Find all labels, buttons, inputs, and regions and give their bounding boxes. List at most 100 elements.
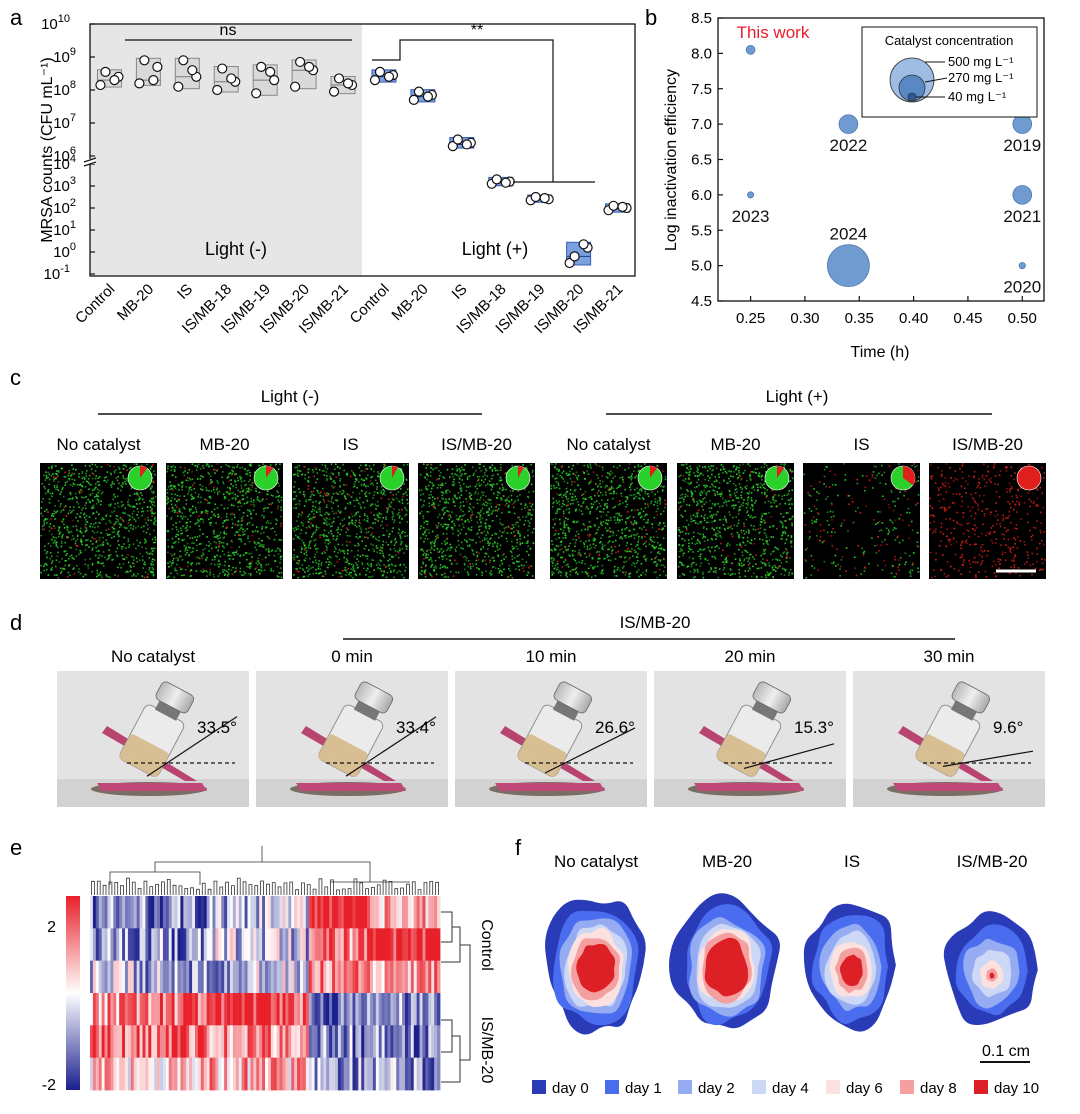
heatmap-cell [329,1057,333,1091]
heatmap-cell [279,1057,283,1091]
panel-label-f: f [515,835,522,860]
heatmap-cell [148,1025,152,1059]
heatmap-cell [340,1057,345,1091]
heatmap-cell [410,1025,415,1059]
axis-break [83,157,97,167]
heatmap-cell [247,1057,251,1091]
heatmap-cell [332,1057,336,1091]
data-point [304,61,315,73]
heatmap-cell [244,1025,248,1059]
heatmap-cell [90,1025,94,1059]
heatmap-cell [177,960,181,994]
heatmap-cell [195,1057,199,1091]
heatmap-cell [212,928,216,962]
vial-neck [353,698,381,721]
micrograph-label: MB-20 [199,435,249,454]
panel-label-d: d [10,610,22,635]
vial-neck [154,698,182,721]
heatmap-cell [428,993,432,1026]
heatmap-cell [209,1025,213,1059]
heatmap-cell [387,1057,391,1091]
heatmap-cell [317,1057,321,1091]
heatmap-cell [224,1025,228,1059]
pie-dead-slice [266,466,274,478]
heatmap-cell [326,1025,330,1059]
heatmap-cell [192,1057,196,1091]
heatmap-cell [346,960,350,994]
heatmap-cell [340,1025,345,1059]
data-point [217,63,228,74]
heatmap-cell [393,896,397,929]
heatmap-cell [174,993,178,1026]
heatmap-cell [209,960,213,994]
heatmap-cell [127,896,132,929]
heatmap-cell [294,993,298,1026]
heatmap-cell [387,896,391,929]
micrograph-label: IS [342,435,358,454]
y-tick-base: 10 [53,115,70,132]
y-tick-base: 10 [53,148,70,165]
x-tick-label: 0.25 [736,310,765,327]
heatmap-cell [230,928,234,962]
heatmap-cell [358,1025,362,1059]
heatmap-cell [335,896,339,929]
heatmap-cell [326,896,330,929]
heatmap-cell [434,993,438,1026]
heatmap-cell [337,896,342,929]
heatmap-cell [168,960,173,994]
heatmap-cell [305,1057,310,1091]
heatmap-cell [390,928,394,962]
heatmap-cell [294,1057,298,1091]
heatmap-cell [364,993,368,1026]
heatmap-cell [294,928,298,962]
heatmap-cell [361,993,365,1026]
contour-title: No catalyst [554,852,638,871]
heatmap-cell [323,928,327,962]
heatmap-cell [300,960,304,994]
heatmap-cell [192,928,196,962]
y-tick-label: 8.0 [691,45,712,62]
vial-neck [751,698,779,721]
heatmap-cell [308,1057,313,1091]
heatmap-cell [206,1025,210,1059]
heatmap-cell [98,896,103,929]
heatmap-cell [215,1025,219,1059]
heatmap-cell [241,993,245,1026]
bubble-2019 [1012,114,1033,134]
heatmap-cell [253,1025,257,1059]
heatmap-cell [171,1025,175,1059]
heatmap-cell [195,960,199,994]
heatmap-cell [183,1057,187,1091]
heatmap-cell [244,1057,248,1091]
heatmap-cell [413,896,418,929]
contour-day-10 [839,954,863,987]
heatmap-cell [431,993,435,1026]
heatmap-cell [90,993,94,1026]
heatmap-cell [355,960,359,994]
heatmap-cell [127,960,132,994]
heatmap-cell [107,960,111,994]
heatmap-cell [399,896,403,929]
bubble-legend: Catalyst concentration 500 mg L⁻¹ 270 mg… [861,26,1038,118]
heatmap-cell [332,960,336,994]
pie-dead-slice [140,466,148,478]
heatmap-cell [349,960,353,994]
heatmap-cell [320,928,324,962]
heatmap-cell [104,1025,108,1059]
heatmap-cell [104,993,108,1026]
heatmap-cell [125,896,129,929]
heatmap-cell [209,896,213,929]
heatmap-cell [375,1025,380,1059]
heatmap-cell [437,1025,441,1059]
heatmap-cell [241,1025,245,1059]
heatmap-cell [160,1057,164,1091]
heatmap-cell [200,960,205,994]
heatmap-cell [375,928,380,962]
heatmap-cell [232,993,237,1026]
heatmap-cell [402,1057,406,1091]
heatmap-cell [238,1057,243,1091]
data-point [491,174,502,185]
heatmap-cell [136,928,140,962]
y-tick-label: 4.5 [691,293,712,310]
heatmap-cell [431,960,435,994]
